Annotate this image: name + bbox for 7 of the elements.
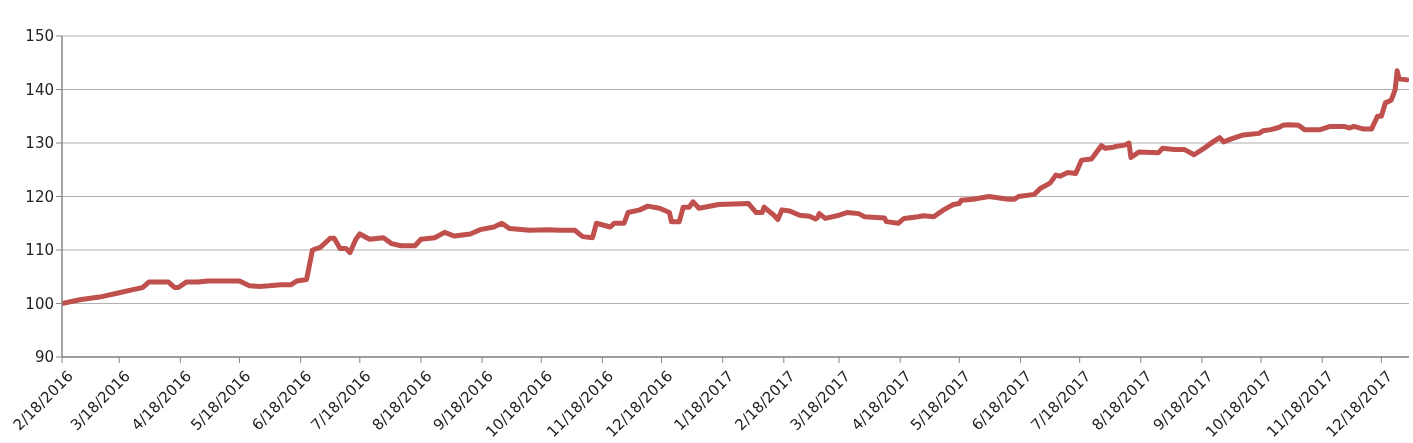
- y-tick-label: 120: [25, 187, 54, 206]
- y-tick-label: 100: [25, 294, 54, 313]
- y-tick-label: 140: [25, 80, 54, 99]
- y-tick-label: 90: [34, 348, 54, 367]
- y-tick-label: 150: [25, 27, 54, 46]
- y-tick-label: 110: [25, 241, 54, 260]
- y-tick-label: 130: [25, 134, 54, 153]
